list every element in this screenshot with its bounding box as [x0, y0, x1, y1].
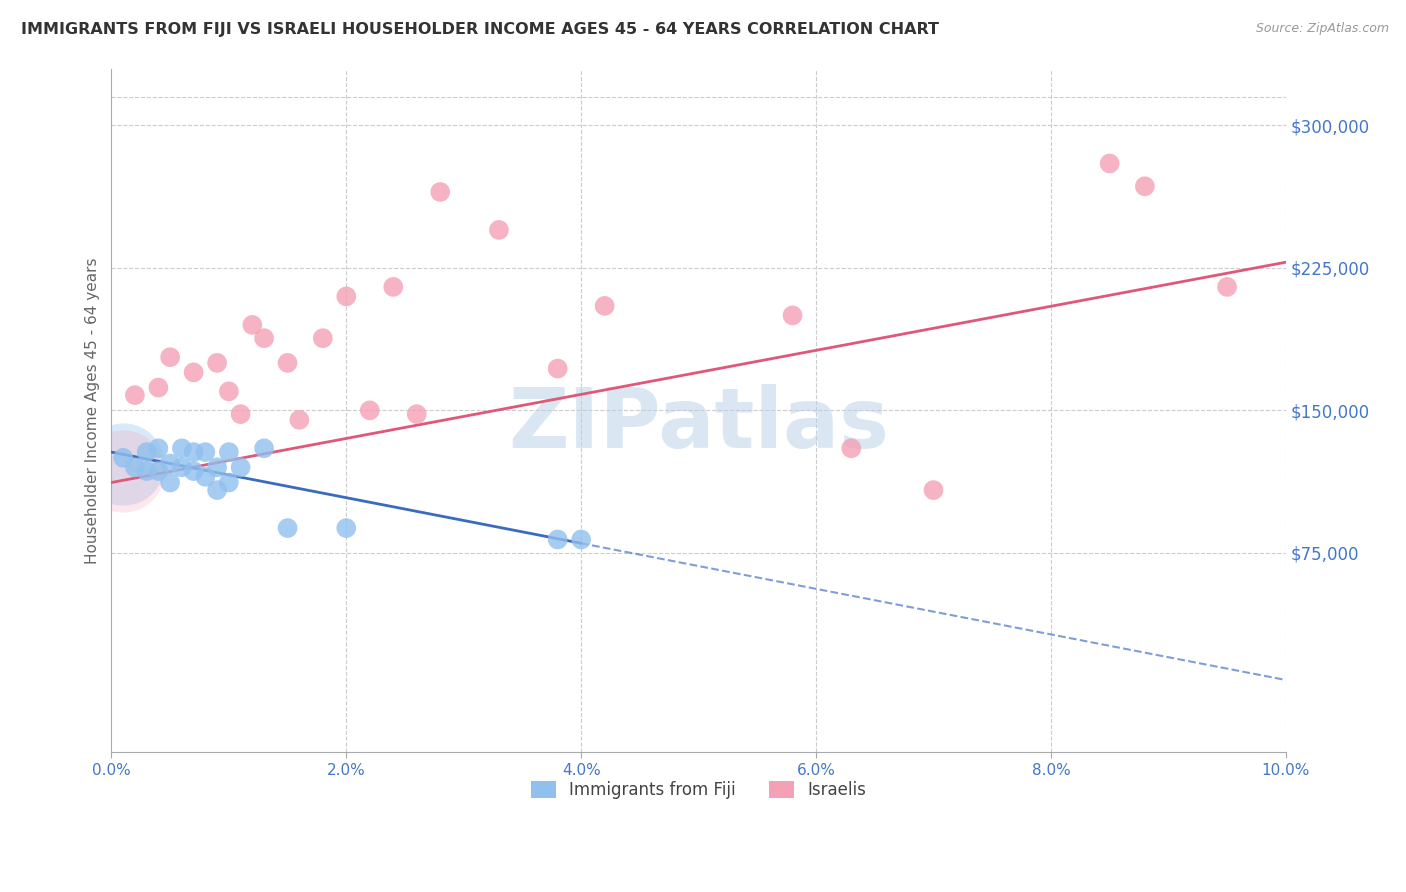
Legend: Immigrants from Fiji, Israelis: Immigrants from Fiji, Israelis [524, 774, 873, 805]
Point [229, 460, 252, 475]
Point [229, 407, 252, 421]
Point [112, 457, 135, 471]
Point [277, 521, 299, 535]
Point [922, 483, 945, 497]
Point [194, 470, 217, 484]
Text: ZIPatlas: ZIPatlas [508, 384, 889, 465]
Point [170, 442, 193, 456]
Point [124, 460, 146, 475]
Point [240, 318, 263, 332]
Point [593, 299, 616, 313]
Point [159, 457, 181, 471]
Point [205, 460, 228, 475]
Point [218, 475, 240, 490]
Point [382, 280, 405, 294]
Point [335, 289, 357, 303]
Text: IMMIGRANTS FROM FIJI VS ISRAELI HOUSEHOLDER INCOME AGES 45 - 64 YEARS CORRELATIO: IMMIGRANTS FROM FIJI VS ISRAELI HOUSEHOL… [21, 22, 939, 37]
Point [1098, 156, 1121, 170]
Point [253, 442, 276, 456]
Point [405, 407, 427, 421]
Point [183, 445, 205, 459]
Point [488, 223, 510, 237]
Point [1216, 280, 1239, 294]
Text: Source: ZipAtlas.com: Source: ZipAtlas.com [1256, 22, 1389, 36]
Point [159, 350, 181, 364]
Point [170, 460, 193, 475]
Point [205, 483, 228, 497]
Point [148, 442, 170, 456]
Point [1133, 179, 1156, 194]
Point [124, 388, 146, 402]
Point [547, 533, 569, 547]
Point [312, 331, 335, 345]
Point [135, 445, 157, 459]
Point [218, 445, 240, 459]
Point [148, 464, 170, 478]
Point [253, 331, 276, 345]
Point [183, 464, 205, 478]
Point [159, 475, 181, 490]
Point [112, 464, 135, 478]
Point [782, 309, 804, 323]
Point [218, 384, 240, 399]
Point [135, 464, 157, 478]
Point [148, 380, 170, 394]
Point [839, 442, 862, 456]
Point [288, 413, 311, 427]
Point [359, 403, 381, 417]
Point [277, 356, 299, 370]
Point [335, 521, 357, 535]
Y-axis label: Householder Income Ages 45 - 64 years: Householder Income Ages 45 - 64 years [86, 257, 100, 564]
Point [183, 365, 205, 379]
Point [429, 185, 451, 199]
Point [112, 450, 135, 465]
Point [569, 533, 592, 547]
Point [205, 356, 228, 370]
Point [547, 361, 569, 376]
Point [194, 445, 217, 459]
